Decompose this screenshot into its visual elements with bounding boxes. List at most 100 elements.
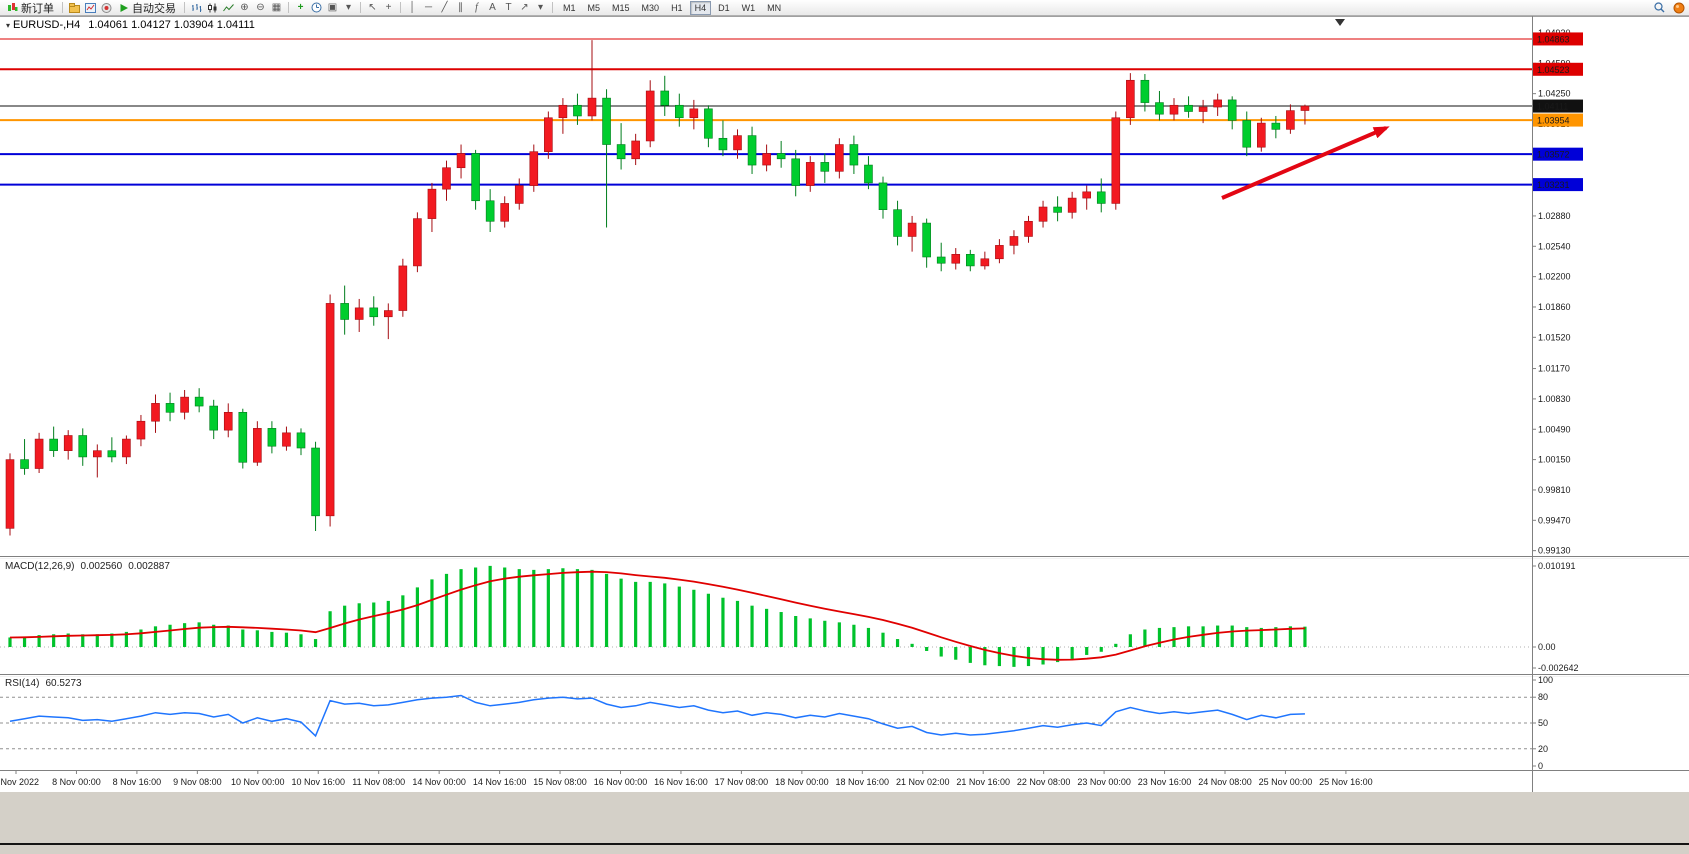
chevron-down-icon: ▾ <box>537 1 544 13</box>
support-line-blue-1-price-label: 1.03572 <box>1537 150 1570 160</box>
candle-down <box>1155 102 1164 115</box>
indicators-button[interactable]: + <box>293 1 308 15</box>
time-axis-label: 14 Nov 00:00 <box>412 777 466 787</box>
new-order-button[interactable]: 新订单 <box>3 1 58 15</box>
candle-up <box>93 450 102 458</box>
candle-up <box>354 307 364 320</box>
trendline-tool-button[interactable]: ╱ <box>437 1 452 15</box>
candle-up <box>689 108 699 119</box>
candle-up <box>413 218 422 267</box>
cursor-tool-button[interactable]: ↖ <box>365 1 380 15</box>
arrows-tool-button[interactable]: ↗ <box>517 1 532 15</box>
template-button[interactable]: ▣ <box>325 1 340 15</box>
candle-up <box>529 151 539 186</box>
chart-window: 1.049301.045901.042501.039101.035701.032… <box>0 16 1689 792</box>
arrows-dropdown[interactable]: ▾ <box>533 1 548 15</box>
zoom-in-button[interactable]: ⊕ <box>237 1 252 15</box>
timeframe-button-M15[interactable]: M15 <box>612 2 630 13</box>
time-axis-label: 8 Nov 16:00 <box>113 777 162 787</box>
timeframe-button-H1[interactable]: H1 <box>671 2 683 13</box>
main-toolbar: 新订单 自动交易 <box>0 0 1689 16</box>
candle-down <box>791 158 801 186</box>
candle-down <box>1271 122 1281 130</box>
text-tool-button[interactable]: A <box>485 1 500 15</box>
timeframe-button-MN[interactable]: MN <box>767 2 782 13</box>
fibonacci-icon: f <box>475 1 478 13</box>
candle-up <box>442 167 451 190</box>
candle-up <box>805 162 815 186</box>
candle-down <box>485 200 495 222</box>
label-tool-icon: T <box>505 1 512 13</box>
price-axis-label: 0.99470 <box>1538 515 1571 525</box>
time-axis-label: 18 Nov 16:00 <box>836 777 890 787</box>
macd-axis-label: 0.00 <box>1538 642 1556 652</box>
crosshair-icon: + <box>385 1 392 13</box>
candle-up <box>383 310 393 318</box>
zoom-in-icon: ⊕ <box>240 1 249 13</box>
trend-arrow[interactable] <box>1221 126 1390 200</box>
candle-up <box>1024 220 1033 237</box>
timeframe-button-M30[interactable]: M30 <box>641 2 660 13</box>
macd-axis-label: 0.010191 <box>1538 561 1576 571</box>
candle-up <box>1300 105 1310 111</box>
timeframe-button-D1[interactable]: D1 <box>718 2 730 13</box>
time-axis-label: 8 Nov 00:00 <box>52 777 101 787</box>
window-marker-icon: ▾ <box>6 21 11 30</box>
timeframe-button-W1[interactable]: W1 <box>741 2 756 13</box>
horizontal-line-tool-button[interactable]: ─ <box>421 1 436 15</box>
label-tool-button[interactable]: T <box>501 1 516 15</box>
chart-list-button[interactable] <box>83 1 98 15</box>
time-axis-label: 15 Nov 08:00 <box>533 777 587 787</box>
rsi-axis-label: 0 <box>1538 761 1543 771</box>
candle-down <box>78 435 88 458</box>
price-axis-label: 0.99130 <box>1538 546 1571 556</box>
notification-button[interactable] <box>1671 1 1686 15</box>
toolbar-separator <box>552 2 553 13</box>
vertical-line-tool-button[interactable]: │ <box>405 1 420 15</box>
candle-up <box>5 459 15 529</box>
time-axis-label: 23 Nov 00:00 <box>1077 777 1131 787</box>
time-axis-label: 23 Nov 16:00 <box>1138 777 1192 787</box>
timeframe-button-M1[interactable]: M1 <box>563 2 576 13</box>
chart-canvas[interactable]: 1.049301.045901.042501.039101.035701.032… <box>0 16 1689 792</box>
fibonacci-tool-button[interactable]: f <box>469 1 484 15</box>
support-line-orange-price-label: 1.03954 <box>1537 116 1570 126</box>
search-button[interactable] <box>1652 1 1667 15</box>
profiles-button[interactable] <box>67 1 82 15</box>
period-button[interactable] <box>309 1 324 15</box>
candle-down <box>1227 99 1237 121</box>
tile-windows-icon: ▦ <box>271 1 282 13</box>
toolbar-right-group <box>1652 1 1686 15</box>
candle-down <box>674 104 684 119</box>
time-axis-label: 16 Nov 16:00 <box>654 777 708 787</box>
bar-chart-button[interactable] <box>189 1 204 15</box>
candle-down <box>471 153 480 202</box>
candle-down <box>965 254 975 267</box>
macd-signal-value: 0.002887 <box>128 561 170 572</box>
candle-up <box>544 117 553 152</box>
timeframe-button-M5[interactable]: M5 <box>587 2 601 13</box>
line-chart-button[interactable] <box>221 1 236 15</box>
candlestick-chart-button[interactable] <box>205 1 220 15</box>
chart-shift-marker[interactable] <box>1335 19 1345 26</box>
zoom-out-button[interactable]: ⊖ <box>253 1 268 15</box>
resistance-line-2-price-label: 1.04523 <box>1537 65 1570 75</box>
macd-indicator-title: MACD(12,26,9) 0.002560 0.002887 <box>5 561 176 572</box>
crosshair-tool-button[interactable]: + <box>381 1 396 15</box>
rsi-indicator-title: RSI(14) 60.5273 <box>5 678 88 689</box>
channel-tool-button[interactable]: ∥ <box>453 1 468 15</box>
channel-icon: ∥ <box>458 1 463 13</box>
timeframe-button-H4[interactable]: H4 <box>689 0 712 15</box>
template-icon: ▣ <box>327 1 338 13</box>
candle-down <box>1184 104 1193 112</box>
candle-down <box>704 108 713 139</box>
autotrading-button[interactable]: 自动交易 <box>115 1 180 15</box>
search-icon <box>1654 2 1665 13</box>
tile-windows-button[interactable]: ▦ <box>269 1 284 15</box>
time-axis-label: 22 Nov 08:00 <box>1017 777 1071 787</box>
candle-up <box>995 245 1004 260</box>
template-dropdown[interactable]: ▾ <box>341 1 356 15</box>
sound-button[interactable] <box>99 1 114 15</box>
candle-down <box>878 182 888 210</box>
resistance-line-1-price-badge <box>1533 32 1583 46</box>
